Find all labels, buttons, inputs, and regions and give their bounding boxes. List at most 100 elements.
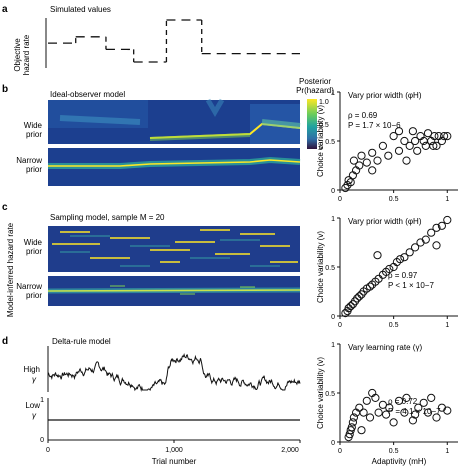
panel-b-title: Ideal-observer model [50,90,125,99]
scatter-point [443,215,452,225]
scatter-1-xtick-label: 1 [445,322,449,329]
scatter-point [414,403,423,412]
scatter-point [371,393,380,402]
panel-c-row1-label-2: prior [26,247,42,256]
panel-c-side-label: Model-inferred hazard rate [6,222,15,317]
scatter-1-ytick-label: 0.5 [325,265,335,272]
scatter-point [373,251,382,260]
panel-b-row1-label-1: Wide [24,121,43,130]
scatter-1-ytick-label: 0 [331,314,335,321]
scatter-1-ylabel: Choice variability (v) [316,231,325,303]
panel-d-xtick-label-0: 0 [46,447,50,454]
panel-b-row2-label-2: prior [26,165,42,174]
panel-c-row1-label-1: Wide [24,238,43,247]
scatter-point [437,221,446,230]
panel-b-wide-heatmap [48,98,301,144]
scatter-xlabel: Adaptivity (mH) [372,457,427,466]
scatter-point [362,158,371,167]
scatter-point [408,127,417,136]
scatter-point [394,127,404,136]
scatter-1-ytick-label: 1 [331,216,335,223]
scatter-point [400,253,409,262]
scatter-point [427,228,436,237]
scatter-0-xtick-label: 0.5 [389,196,399,203]
panel-d-title: Delta-rule model [52,337,111,346]
scatter-2-xtick-label: 0 [338,448,342,455]
panel-d-xtick-label-2000: 2,000 [281,447,299,454]
scatter-1-xtick-label: 0 [338,322,342,329]
scatter-point [378,141,387,150]
scatter-point [348,418,357,427]
panel-d-low-gamma: γ [32,411,37,420]
scatter-point [357,151,366,160]
scatter-0-ytick-label: 0.5 [325,139,335,146]
scatter-point [440,132,449,141]
scatter-point [402,156,411,165]
scatter-point [443,132,452,141]
scatter-2-ylabel: Choice variability (v) [316,357,325,429]
scatter-point [365,282,375,291]
panel-a-hazard-line [48,19,300,63]
scatter-point [396,255,405,264]
panel-c-row2-label-1: Narrow [16,282,42,291]
panel-c-narrow-heatmap [47,276,301,306]
colorbar [307,99,317,149]
scatter-point [359,408,368,417]
panel-d-letter: d [2,336,8,347]
scatter-point [427,393,436,402]
scatter-point [411,243,420,252]
colorbar-tick-05: 0.5 [319,122,329,129]
scatter-1-pvalue: P < 1 × 10−7 [388,281,434,290]
scatter-0-pvalue: P = 1.7 × 10−6 [348,121,401,130]
panel-d-xtick-label-1000: 1,000 [165,447,183,454]
scatter-2-xtick-label: 0.5 [389,448,399,455]
scatter-point [423,408,433,417]
scatter-point [355,403,364,412]
scatter-point [405,141,414,150]
scatter-point [347,423,356,432]
panel-b-row1-label-2: prior [26,130,42,139]
panel-c-letter: c [2,202,8,213]
scatter-2-ytick-label: 0.5 [325,391,335,398]
panel-d-high-gamma-trace [47,352,301,392]
scatter-2-ytick-label: 1 [331,342,335,349]
scatter-point [437,136,446,146]
scatter-point [429,141,438,150]
scatter-point [368,166,377,175]
scatter-2-ytick-label: 0 [331,440,335,447]
panel-d-high-gamma: γ [32,375,37,384]
panel-b-row2-label-1: Narrow [16,156,42,165]
scatter-point [408,416,417,425]
scatter-point [365,413,375,422]
scatter-point [432,141,441,150]
colorbar-title-1: Posterior [299,77,331,86]
scatter-point [443,406,452,415]
panel-c-wide-heatmap [48,226,300,272]
scatter-point [411,410,420,419]
scatter-point [402,393,411,402]
scatter-1-title: Vary prior width (φH) [348,217,422,226]
scatter-point [400,408,409,417]
scatter-2-title: Vary learning rate (γ) [348,343,422,352]
scatter-point [385,403,394,412]
panel-b-letter: b [2,84,8,95]
panel-d-xlabel: Trial number [152,457,197,466]
panel-a-title: Simulated values [50,5,111,14]
scatter-point [374,408,383,417]
scatter-point [349,413,358,422]
scatter-point [430,132,439,141]
scatter-point [355,292,364,301]
scatter-point [368,148,377,157]
scatter-point [411,136,420,146]
scatter-point [413,146,422,155]
scatter-point [432,241,441,250]
scatter-point [405,248,414,257]
colorbar-title-2: Pr(hazard) [296,86,334,95]
scatter-point [384,151,393,160]
scatter-point [421,235,430,244]
scatter-point [389,132,398,141]
scatter-point [389,418,398,427]
scatter-0-rho: ρ = 0.69 [348,111,378,120]
